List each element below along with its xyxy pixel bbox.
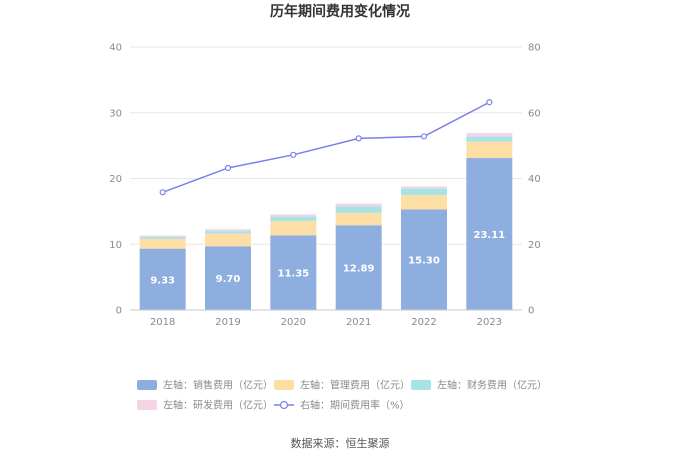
left-axis-tick-label: 30 xyxy=(109,108,122,119)
legend-swatch xyxy=(137,380,157,390)
left-axis-tick-label: 0 xyxy=(116,306,122,317)
bar-segment-0 xyxy=(335,225,382,310)
legend-item[interactable]: 左轴：销售费用（亿元） xyxy=(137,379,273,392)
right-axis-tick-label: 40 xyxy=(528,174,541,185)
bar-segment-1 xyxy=(335,212,382,226)
legend-item[interactable]: 左轴：研发费用（亿元） xyxy=(137,399,273,412)
bar-segment-1 xyxy=(401,194,447,210)
right-axis-tick-label: 0 xyxy=(528,306,534,317)
bar-data-label: 9.33 xyxy=(150,275,175,286)
rate-point xyxy=(159,189,166,196)
rate-line xyxy=(162,101,490,194)
rate-point xyxy=(224,164,232,172)
left-axis-tick-label: 40 xyxy=(109,43,122,54)
legend-label: 右轴：期间费用率（%） xyxy=(300,399,410,412)
bar-segment-1 xyxy=(270,220,317,236)
legend-item[interactable]: 左轴：管理费用（亿元） xyxy=(274,379,410,392)
bar-segment-3 xyxy=(401,186,447,189)
bar-segment-2 xyxy=(401,188,447,195)
bar-segment-3 xyxy=(335,203,382,207)
legend-label: 左轴：销售费用（亿元） xyxy=(163,379,273,392)
legend-swatch xyxy=(274,380,294,390)
legend-item[interactable]: 左轴：财务费用（亿元） xyxy=(411,379,547,392)
left-axis-tick-label: 20 xyxy=(109,174,122,185)
bar-segment-2 xyxy=(466,136,513,142)
bar-data-label: 12.89 xyxy=(343,264,375,275)
rate-point xyxy=(355,135,362,142)
legend-label: 左轴：财务费用（亿元） xyxy=(437,379,547,392)
bar-segment-2 xyxy=(205,231,251,234)
bar-segment-0 xyxy=(401,209,447,310)
rate-point xyxy=(420,133,428,140)
bar-segment-2 xyxy=(139,236,186,239)
legend-swatch xyxy=(411,380,431,390)
bar-segment-1 xyxy=(205,233,251,247)
bar-segment-2 xyxy=(335,206,382,213)
rate-point xyxy=(290,151,297,158)
legend-swatch xyxy=(137,400,157,410)
legend-item[interactable]: 右轴：期间费用率（%） xyxy=(274,399,410,412)
data-source: 数据来源：恒生聚源 xyxy=(291,436,390,450)
bar-segment-3 xyxy=(205,229,251,232)
bar-data-label: 15.30 xyxy=(408,256,440,267)
legend: 左轴：销售费用（亿元） 左轴：管理费用（亿元） 左轴：财务费用（亿元） 左轴：研发费用… xyxy=(137,379,547,412)
bar-segment-3 xyxy=(466,133,513,137)
bar-segment-0 xyxy=(270,235,317,310)
bars-layer: 9.33 9.70 11.35 12.89 15.30 23.11 xyxy=(139,133,513,310)
chart-title: 历年期间费用变化情况 xyxy=(270,3,410,20)
bar-segment-0 xyxy=(466,158,513,310)
legend-label: 左轴：管理费用（亿元） xyxy=(300,379,410,392)
bar-segment-1 xyxy=(466,141,513,159)
bar-segment-0 xyxy=(139,248,186,310)
bar-data-label: 11.35 xyxy=(278,269,310,280)
bar-segment-2 xyxy=(270,216,317,221)
axis-layer: 0 10 20 30 40 0 20 40 60 80 2018 2019 2020 2021 2022 20… xyxy=(109,43,540,329)
right-axis-tick-label: 80 xyxy=(528,43,541,54)
x-axis-tick-label: 2021 xyxy=(346,317,371,328)
x-axis-tick-label: 2023 xyxy=(477,317,502,328)
x-axis-tick-label: 2019 xyxy=(215,317,240,328)
x-axis-tick-label: 2018 xyxy=(150,317,175,328)
bar-data-label: 23.11 xyxy=(474,230,506,241)
legend-marker-swatch xyxy=(279,400,289,410)
right-axis-tick-label: 60 xyxy=(528,108,541,119)
grid-layer xyxy=(130,46,522,245)
bar-segment-3 xyxy=(270,214,317,217)
x-axis-tick-label: 2020 xyxy=(281,317,306,328)
rate-point xyxy=(486,99,493,106)
bar-data-label: 9.70 xyxy=(216,274,241,285)
bar-segment-1 xyxy=(139,238,186,249)
right-axis-tick-label: 20 xyxy=(528,240,541,251)
x-axis-tick-label: 2022 xyxy=(411,317,436,328)
legend-label: 左轴：研发费用（亿元） xyxy=(163,399,273,412)
bar-segment-0 xyxy=(205,246,251,310)
left-axis-tick-label: 10 xyxy=(109,240,122,251)
line-layer xyxy=(159,99,493,196)
bar-segment-3 xyxy=(139,235,186,237)
